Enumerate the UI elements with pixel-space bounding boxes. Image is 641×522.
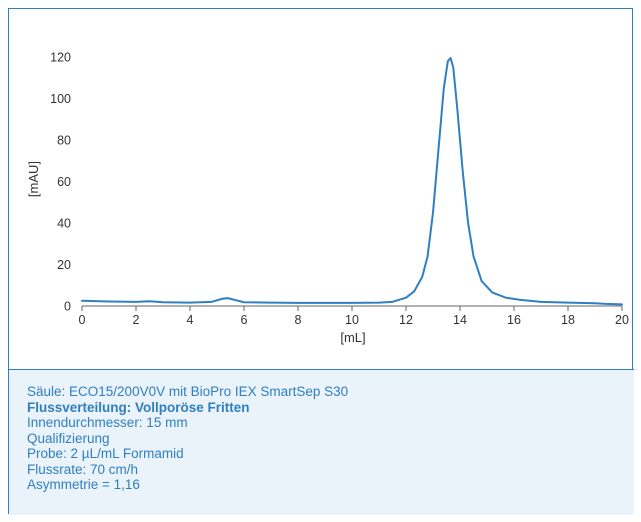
x-tick-label: 18 (561, 313, 575, 327)
x-tick-label: 12 (399, 313, 413, 327)
caption-column: Säule: ECO15/200V0V mit BioPro IEX Smart… (27, 384, 349, 399)
x-tick-label: 6 (241, 313, 248, 327)
caption-flow-rate: Flussrate: 70 cm/h (27, 461, 139, 477)
x-tick-label: 0 (79, 313, 86, 327)
chromatogram-chart: 0 2 4 6 8 10 12 14 16 18 20 0 20 40 60 80 100 120 [mL] [m… (26, 51, 629, 346)
x-tick-label: 10 (345, 313, 359, 327)
x-axis-label: [mL] (340, 330, 365, 345)
x-tick-label: 2 (133, 313, 140, 327)
x-tick-label: 4 (187, 313, 194, 327)
y-tick-label: 20 (57, 258, 71, 272)
chart-card: 0 2 4 6 8 10 12 14 16 18 20 0 20 40 60 80 100 120 [mL] [m… (8, 8, 634, 515)
y-tick-label: 120 (50, 51, 71, 65)
y-tick-label: 80 (57, 134, 71, 148)
x-tick-label: 20 (615, 313, 629, 327)
caption-asymmetry: Asymmetrie = 1,16 (27, 477, 140, 492)
caption-qualification: Qualifizierung (27, 430, 110, 446)
y-tick-label: 100 (50, 92, 71, 106)
y-tick-label: 0 (64, 300, 71, 314)
caption-flow-distribution: Flussverteilung: Vollporöse Fritten (27, 399, 250, 415)
chromatogram-line (81, 57, 623, 306)
caption-inner-diameter: Innendurchmesser: 15 mm (27, 415, 188, 430)
caption-sample: Probe: 2 µL/mL Formamid (27, 446, 184, 461)
y-axis-label: [mAU] (26, 161, 41, 197)
x-tick-label: 8 (295, 313, 302, 327)
chart-area: 0 2 4 6 8 10 12 14 16 18 20 0 20 40 60 80 100 120 [mL] [m… (9, 9, 634, 369)
y-tick-label: 60 (57, 175, 71, 189)
chart-caption: Säule: ECO15/200V0V mit BioPro IEX Smart… (9, 369, 634, 515)
x-tick-label: 16 (507, 313, 521, 327)
y-tick-label: 40 (57, 217, 71, 231)
x-tick-label: 14 (453, 313, 467, 327)
